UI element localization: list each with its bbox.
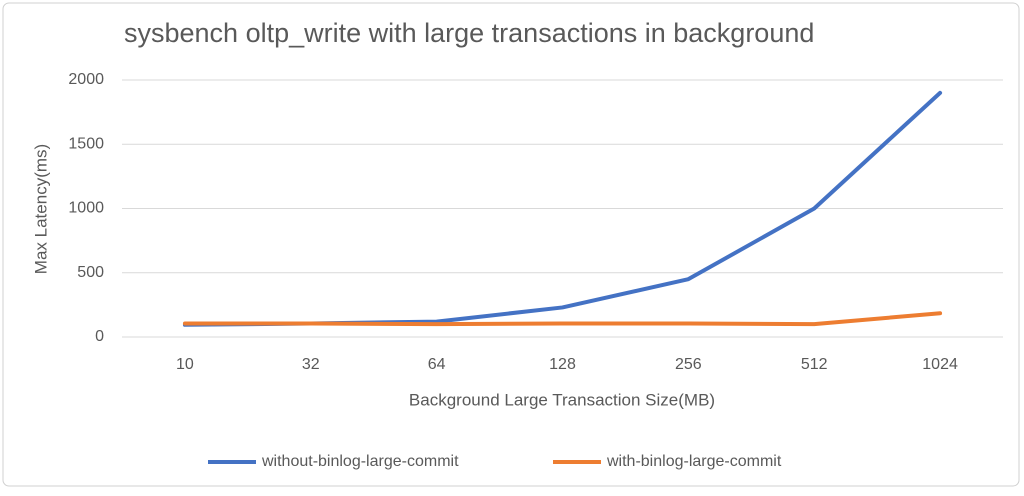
- x-tick-label: 128: [549, 356, 576, 373]
- legend-label: without-binlog-large-commit: [261, 453, 459, 470]
- legend-label: with-binlog-large-commit: [606, 453, 782, 470]
- chart-title: sysbench oltp_write with large transacti…: [124, 18, 814, 48]
- series-line: [182, 311, 943, 327]
- y-axis-label: Max Latency(ms): [31, 144, 50, 274]
- x-axis-label: Background Large Transaction Size(MB): [409, 390, 715, 409]
- y-tick-label: 1000: [68, 200, 104, 217]
- x-tick-label: 1024: [922, 356, 958, 373]
- x-tick-label: 512: [801, 356, 828, 373]
- x-tick-label: 64: [428, 356, 446, 373]
- chart-border: [2, 2, 1020, 487]
- y-tick-label: 0: [95, 328, 104, 345]
- x-tick-label: 32: [302, 356, 320, 373]
- x-tick-label: 10: [176, 356, 194, 373]
- y-tick-label: 1500: [68, 135, 104, 152]
- y-tick-label: 2000: [68, 71, 104, 88]
- y-tick-label: 500: [77, 264, 104, 281]
- x-tick-label: 256: [675, 356, 702, 373]
